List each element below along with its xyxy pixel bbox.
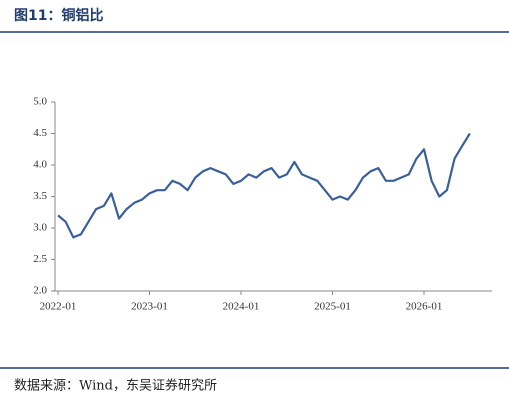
y-tick-label: 4.0 [33, 159, 47, 171]
data-line [57, 132, 471, 239]
source-note: 数据来源：Wind，东吴证券研究所 [14, 378, 217, 394]
y-tick-label: 4.5 [33, 127, 47, 139]
x-tick-label: 2023-01 [131, 301, 168, 313]
x-tick-label: 2022-01 [40, 301, 77, 313]
chart-title: 图11：铜铝比 [14, 7, 103, 24]
y-tick-label: 3.5 [33, 190, 47, 202]
y-tick-label: 2.0 [33, 285, 47, 297]
y-tick-label: 2.5 [33, 253, 47, 265]
y-tick-label: 5.0 [33, 96, 47, 108]
x-tick-label: 2024-01 [223, 301, 260, 313]
y-tick-label: 3.0 [33, 222, 47, 234]
x-tick-label: 2025-01 [314, 301, 351, 313]
x-tick-label: 2026-01 [406, 301, 443, 313]
